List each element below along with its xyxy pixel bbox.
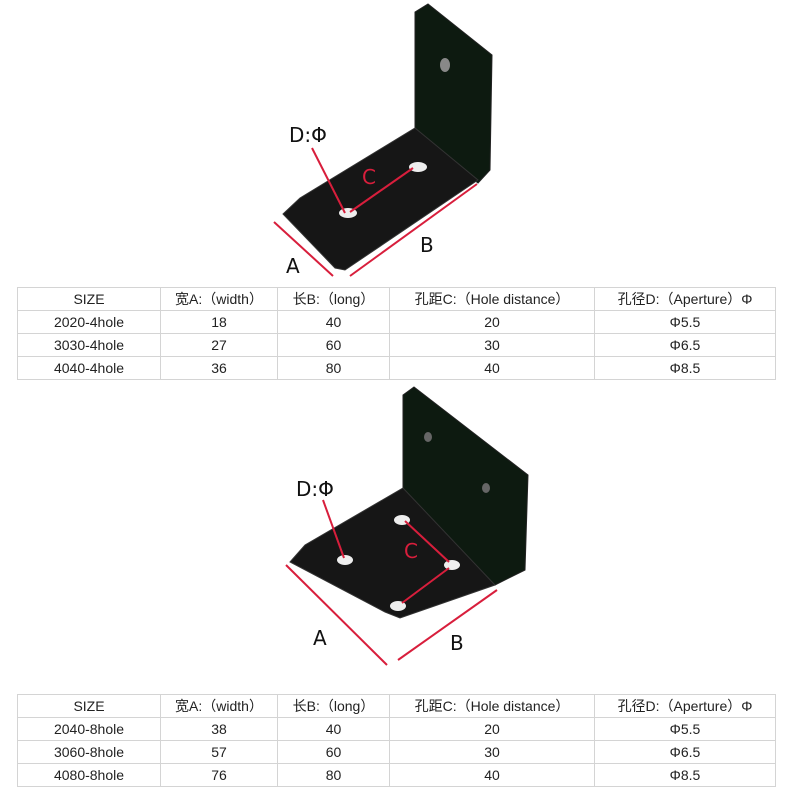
cell: 30 (389, 333, 595, 357)
cell: 40 (389, 763, 595, 787)
label-d: D:Φ (289, 123, 327, 147)
cell: 30 (389, 740, 595, 764)
table-row: 2040-8hole 38 40 20 Φ5.5 (17, 717, 776, 741)
dimension-line-b (397, 589, 498, 661)
dimension-line-c (349, 167, 414, 213)
table-row: 3060-8hole 57 60 30 Φ6.5 (17, 740, 776, 764)
cell: 20 (389, 310, 595, 334)
cell: Φ6.5 (594, 333, 776, 357)
bracket-base-plate (282, 127, 479, 271)
cell: 27 (160, 333, 278, 357)
header-cell: 孔距C:（Hole distance） (389, 694, 595, 718)
bracket-8hole-figure: D:Φ C A B (285, 386, 529, 666)
table-row: 4040-4hole 36 80 40 Φ8.5 (17, 356, 776, 380)
cell: 38 (160, 717, 278, 741)
header-cell: 长B:（long） (277, 694, 390, 718)
header-cell: 宽A:（width） (160, 694, 278, 718)
cell: 3060-8hole (17, 740, 161, 764)
cell: 57 (160, 740, 278, 764)
header-cell: SIZE (17, 694, 161, 718)
table-header-row: SIZE 宽A:（width） 长B:（long） 孔距C:（Hole distanc… (17, 287, 776, 311)
cell: 18 (160, 310, 278, 334)
label-b: B (450, 631, 464, 655)
dimension-line-b (349, 183, 478, 277)
cell: 36 (160, 356, 278, 380)
cell: 40 (277, 310, 390, 334)
cell: 76 (160, 763, 278, 787)
cell: 4040-4hole (17, 356, 161, 380)
bracket-base-plate (289, 487, 496, 619)
label-c: C (362, 165, 376, 189)
hole (482, 483, 490, 493)
hole (424, 432, 432, 442)
hole (390, 601, 406, 611)
label-c: C (404, 539, 418, 563)
cell: 40 (277, 717, 390, 741)
label-d: D:Φ (296, 477, 334, 501)
dimension-line-d (311, 147, 346, 214)
label-b: B (420, 233, 434, 257)
cell: 20 (389, 717, 595, 741)
cell: 2020-4hole (17, 310, 161, 334)
hole (444, 560, 460, 570)
label-a: A (313, 626, 327, 650)
cell: 4080-8hole (17, 763, 161, 787)
cell: 3030-4hole (17, 333, 161, 357)
cell: 80 (277, 356, 390, 380)
cell: 60 (277, 740, 390, 764)
header-cell: 宽A:（width） (160, 287, 278, 311)
dimension-line-a (273, 221, 334, 277)
hole (409, 162, 427, 172)
dimension-line-c (404, 520, 450, 563)
cell: Φ5.5 (594, 310, 776, 334)
table-row: 3030-4hole 27 60 30 Φ6.5 (17, 333, 776, 357)
dimension-line-c2 (401, 567, 450, 604)
header-cell: 长B:（long） (277, 287, 390, 311)
cell: Φ8.5 (594, 356, 776, 380)
size-table-8hole: SIZE 宽A:（width） 长B:（long） 孔距C:（Hole distanc… (17, 694, 776, 787)
table-row: 4080-8hole 76 80 40 Φ8.5 (17, 763, 776, 787)
cell: 80 (277, 763, 390, 787)
header-cell: 孔距C:（Hole distance） (389, 287, 595, 311)
header-cell: 孔径D:（Aperture）Φ (594, 694, 776, 718)
cell: Φ6.5 (594, 740, 776, 764)
cell: Φ8.5 (594, 763, 776, 787)
header-cell: SIZE (17, 287, 161, 311)
cell: 40 (389, 356, 595, 380)
size-table-4hole: SIZE 宽A:（width） 长B:（long） 孔距C:（Hole distanc… (17, 287, 776, 380)
table-row: 2020-4hole 18 40 20 Φ5.5 (17, 310, 776, 334)
cell: Φ5.5 (594, 717, 776, 741)
label-a: A (286, 254, 300, 278)
dimension-line-a (285, 564, 388, 666)
bracket-4hole-figure: D:Φ C A B (273, 3, 493, 278)
hole (440, 58, 450, 72)
header-cell: 孔径D:（Aperture）Φ (594, 287, 776, 311)
dimension-line-d (322, 499, 345, 559)
cell: 2040-8hole (17, 717, 161, 741)
table-header-row: SIZE 宽A:（width） 长B:（long） 孔距C:（Hole distanc… (17, 694, 776, 718)
hole (337, 555, 353, 565)
cell: 60 (277, 333, 390, 357)
